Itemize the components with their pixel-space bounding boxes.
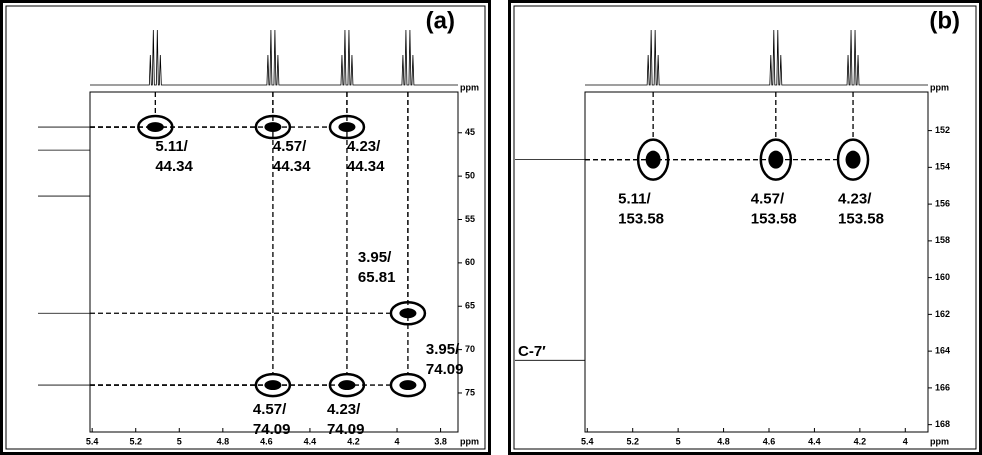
x-tick-label: 4 xyxy=(903,436,908,446)
cross-peak xyxy=(845,150,861,169)
y-tick-label: 158 xyxy=(935,235,950,245)
peak-circle xyxy=(254,372,292,398)
x-tick-label: 4.6 xyxy=(763,436,776,446)
x-tick-label: 4.8 xyxy=(217,436,230,446)
peak-label: 44.34 xyxy=(347,158,385,175)
x-tick-label: 4.8 xyxy=(717,436,730,446)
y-tick-label: 45 xyxy=(465,127,475,137)
peak-label: 153.58 xyxy=(751,211,797,228)
x-axis-label: ppm xyxy=(930,436,949,446)
y-tick-label: 75 xyxy=(465,387,475,397)
panel-title: (b) xyxy=(929,7,960,34)
y-tick-label: 50 xyxy=(465,171,475,181)
x-tick-label: 3.8 xyxy=(434,436,447,446)
x-tick-label: 5 xyxy=(676,436,681,446)
peak-label: 4.23/ xyxy=(327,401,361,418)
cross-peak xyxy=(399,308,417,319)
peak-label: 74.09 xyxy=(327,421,365,438)
peak-label: 153.58 xyxy=(618,211,664,228)
peak-circle xyxy=(389,372,427,398)
y-tick-label: 65 xyxy=(465,301,475,311)
x-tick-label: 5.2 xyxy=(626,436,639,446)
y-tick-label: 162 xyxy=(935,309,950,319)
plot-area xyxy=(89,91,459,433)
y-tick-label: 152 xyxy=(935,125,950,135)
y-tick-label: 70 xyxy=(465,344,475,354)
x-axis-label: ppm xyxy=(460,436,479,446)
x-tick-label: 5.2 xyxy=(129,436,142,446)
peak-label: 44.34 xyxy=(155,158,193,175)
y-axis-label: ppm xyxy=(460,82,479,92)
top-projection xyxy=(585,29,928,86)
panel-title: (a) xyxy=(426,7,455,34)
x-tick-label: 4.2 xyxy=(854,436,867,446)
x-tick-label: 4 xyxy=(395,436,400,446)
y-tick-label: 160 xyxy=(935,272,950,282)
cross-peak xyxy=(768,150,784,169)
panel-frame xyxy=(513,5,977,450)
peak-label: 5.11/ xyxy=(618,191,651,208)
plot-area xyxy=(584,91,929,433)
x-tick-label: 5.4 xyxy=(86,436,99,446)
x-tick-label: 5.4 xyxy=(581,436,594,446)
panel-frame xyxy=(5,5,486,450)
x-tick-label: 4.4 xyxy=(304,436,317,446)
cross-peak xyxy=(399,380,417,391)
peak-label: 153.58 xyxy=(838,211,884,228)
peak-label: 4.57/ xyxy=(253,401,287,418)
cross-peak xyxy=(264,380,282,391)
peak-circle xyxy=(759,138,793,181)
y-tick-label: 164 xyxy=(935,346,950,356)
peak-label: 4.57/ xyxy=(273,138,307,155)
peak-label: 4.23/ xyxy=(838,191,872,208)
panel-frame xyxy=(0,0,491,455)
peak-label: 4.23/ xyxy=(347,138,381,155)
top-projection xyxy=(90,29,458,86)
peak-label: 4.57/ xyxy=(751,191,785,208)
y-tick-label: 156 xyxy=(935,198,950,208)
peak-label: 3.95/ xyxy=(358,249,392,266)
peak-circle xyxy=(836,138,870,181)
x-tick-label: 4.4 xyxy=(808,436,821,446)
peak-label: 3.95/ xyxy=(426,341,460,358)
y-tick-label: 154 xyxy=(935,162,950,172)
annotation: C-7′ xyxy=(518,343,546,360)
peak-label: 74.09 xyxy=(426,361,464,378)
peak-label: 65.81 xyxy=(358,269,396,286)
y-tick-label: 60 xyxy=(465,257,475,267)
y-tick-label: 168 xyxy=(935,419,950,429)
x-tick-label: 5 xyxy=(177,436,182,446)
x-tick-label: 4.2 xyxy=(347,436,360,446)
x-tick-label: 4.6 xyxy=(260,436,273,446)
peak-label: 74.09 xyxy=(253,421,291,438)
panel-frame xyxy=(508,0,982,455)
y-axis-label: ppm xyxy=(930,82,949,92)
peak-label: 44.34 xyxy=(273,158,311,175)
y-tick-label: 166 xyxy=(935,382,950,392)
y-tick-label: 55 xyxy=(465,214,475,224)
peak-label: 5.11/ xyxy=(155,138,188,155)
